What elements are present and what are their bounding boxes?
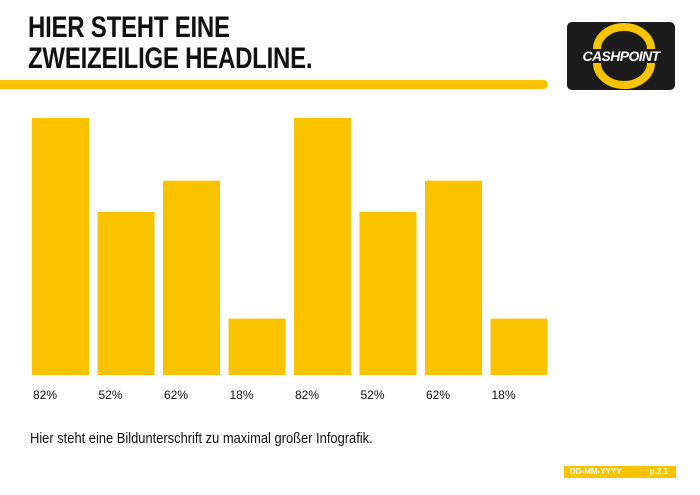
bar-label-5: 82% [295, 388, 319, 402]
headline-line-1: HIER STEHT EINE [28, 11, 230, 44]
bar-label-6: 52% [361, 388, 385, 402]
bar-label-3: 62% [164, 388, 188, 402]
headline-line-2: ZWEIZEILIGE HEADLINE. [28, 42, 313, 75]
bar-label-2: 52% [99, 388, 123, 402]
bar-1 [32, 118, 89, 375]
bar-6 [359, 212, 417, 375]
accent-rule [0, 80, 548, 89]
bar-label-4: 18% [230, 388, 254, 402]
bar-label-8: 18% [492, 388, 516, 402]
headline: HIER STEHT EINE ZWEIZEILIGE HEADLINE. [28, 11, 313, 75]
bar-chart: 82% 52% 62% 18% 82% 52% 62% 18% [32, 118, 548, 402]
bar-8 [490, 318, 548, 375]
cashpoint-logo: CASHPOINT [567, 22, 675, 90]
cashpoint-ring-logo-icon [593, 23, 655, 89]
footer-date: DD-MM-YYYY [570, 467, 622, 476]
bar-7 [425, 180, 482, 375]
bar-2 [97, 212, 155, 375]
chart-caption: Hier steht eine Bildunterschrift zu maxi… [30, 430, 373, 447]
bar-label-7: 62% [426, 388, 450, 402]
bar-4 [228, 318, 286, 375]
bar-5 [294, 118, 351, 375]
bar-label-1: 82% [33, 388, 57, 402]
logo-text: CASHPOINT [582, 48, 660, 64]
footer-page-number: p.2.1 [649, 467, 668, 476]
bar-3 [163, 180, 220, 375]
footer-bar: DD-MM-YYYY p.2.1 [564, 466, 676, 478]
